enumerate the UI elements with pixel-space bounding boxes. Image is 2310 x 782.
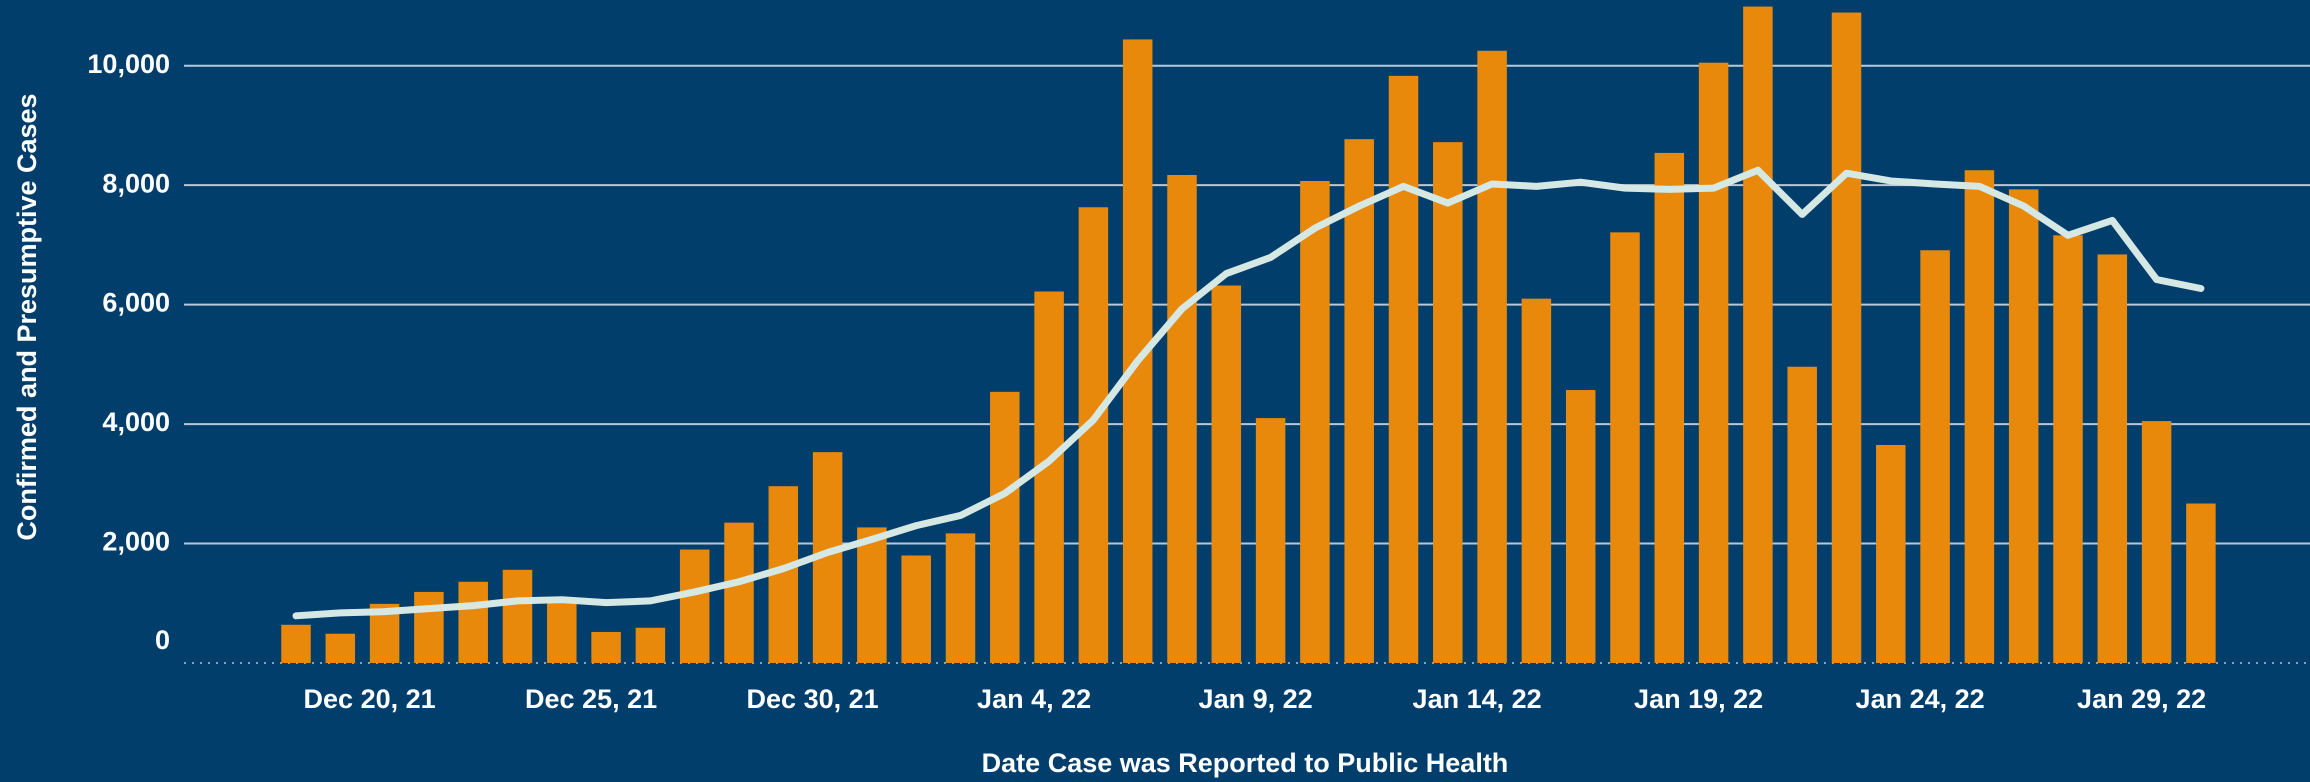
bar xyxy=(1698,62,1729,664)
x-axis-title: Date Case was Reported to Public Health xyxy=(982,748,1509,778)
bar xyxy=(2186,503,2216,663)
bar xyxy=(635,627,666,663)
x-tick-label: Jan 4, 22 xyxy=(977,684,1091,714)
x-tick-label: Dec 30, 21 xyxy=(747,684,879,714)
x-tick-label: Dec 20, 21 xyxy=(304,684,436,714)
bar xyxy=(1831,12,1862,664)
bar xyxy=(2053,235,2083,663)
y-tick-label: 4,000 xyxy=(102,407,170,437)
x-tick-label: Jan 24, 22 xyxy=(1856,684,1985,714)
y-tick-label: 2,000 xyxy=(102,527,170,557)
bar xyxy=(1565,390,1596,663)
bar xyxy=(1876,444,1906,663)
bar xyxy=(1211,285,1242,663)
y-tick-label: 10,000 xyxy=(87,49,170,79)
bar xyxy=(414,591,444,663)
bar xyxy=(990,391,1020,663)
bar xyxy=(1654,152,1685,663)
bar xyxy=(1388,75,1419,664)
x-tick-label: Jan 14, 22 xyxy=(1413,684,1542,714)
bar xyxy=(1034,291,1064,663)
bar xyxy=(2141,421,2172,663)
x-tick-label: Dec 25, 21 xyxy=(525,684,657,714)
bar xyxy=(1477,50,1507,664)
line xyxy=(292,166,2205,620)
x-tick-label: Jan 9, 22 xyxy=(1199,684,1313,714)
bar xyxy=(1920,250,1950,663)
bar xyxy=(1743,6,1773,664)
x-tick-label: Jan 29, 22 xyxy=(2077,684,2206,714)
bar xyxy=(1300,180,1330,663)
bar xyxy=(1521,298,1552,663)
bar xyxy=(1255,418,1286,663)
bar xyxy=(945,533,976,663)
bar xyxy=(502,569,533,663)
bar xyxy=(724,522,754,663)
y-tick-label: 0 xyxy=(155,625,170,655)
bar xyxy=(2097,254,2128,663)
bar xyxy=(857,527,887,663)
x-tick-label: Jan 19, 22 xyxy=(1634,684,1763,714)
bar xyxy=(591,631,621,663)
bar xyxy=(458,581,488,663)
bar xyxy=(1344,139,1374,663)
bar xyxy=(325,633,356,663)
bar xyxy=(679,549,710,663)
bar xyxy=(1078,207,1109,664)
bar xyxy=(547,600,577,663)
bar xyxy=(1787,366,1817,663)
bar xyxy=(281,624,311,663)
y-axis-title: Confirmed and Presumptive Cases xyxy=(12,93,42,540)
bar xyxy=(1167,175,1197,663)
bar xyxy=(1610,232,1640,664)
bar xyxy=(1964,170,1995,663)
bar xyxy=(2008,189,2039,663)
y-tick-label: 8,000 xyxy=(102,168,170,198)
bar xyxy=(1433,142,1463,664)
y-tick-label: 6,000 xyxy=(102,288,170,318)
bar xyxy=(901,555,931,663)
